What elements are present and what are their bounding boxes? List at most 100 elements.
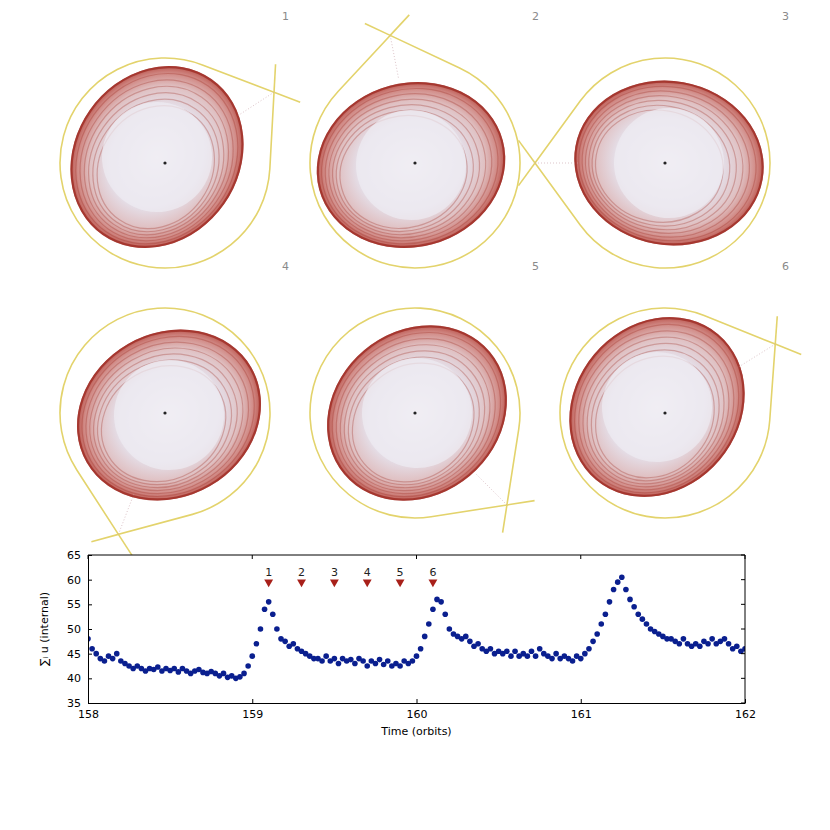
data-point <box>475 641 481 647</box>
data-point <box>607 599 613 605</box>
disk-ring <box>309 75 509 259</box>
data-point <box>635 611 641 617</box>
mass-stream <box>118 492 134 534</box>
y-tick-mark-right <box>741 579 745 580</box>
data-point <box>262 606 268 612</box>
roche-lobe <box>310 308 520 518</box>
snapshot-marker-label: 6 <box>429 566 436 579</box>
mass-stream <box>236 92 274 117</box>
data-point <box>582 651 588 657</box>
y-tick-label: 50 <box>67 623 81 636</box>
snapshot-marker <box>428 580 437 588</box>
primary-star <box>413 161 416 164</box>
y-tick-label: 35 <box>67 697 81 710</box>
snapshot-panel: 3 <box>518 10 789 268</box>
primary-star <box>663 161 666 164</box>
data-point <box>734 643 740 649</box>
data-point <box>611 587 617 593</box>
disk <box>35 32 278 282</box>
disk-ring <box>305 307 527 526</box>
data-point <box>319 658 325 664</box>
data-point <box>282 639 288 645</box>
secondary-lobe <box>518 140 535 163</box>
y-tick-mark <box>88 580 92 581</box>
x-tick: 161 <box>571 699 592 721</box>
data-point <box>332 656 338 662</box>
snapshot-marker-label: 1 <box>265 566 272 579</box>
y-tick-label: 40 <box>67 672 81 685</box>
x-tick-label: 162 <box>735 708 756 721</box>
data-point <box>705 641 711 647</box>
data-point <box>364 663 370 669</box>
y-tick: 65 <box>67 549 92 562</box>
data-point <box>697 643 703 649</box>
data-point <box>410 658 416 664</box>
x-tick-mark-top <box>416 555 417 559</box>
disk-inner <box>344 98 479 233</box>
disk-ring <box>547 299 766 521</box>
disk-body <box>46 296 293 533</box>
y-tick-mark-right <box>741 653 745 654</box>
data-point <box>615 579 621 585</box>
x-tick-mark <box>745 699 746 703</box>
data-point <box>348 657 354 663</box>
roche-lobe <box>310 35 520 268</box>
primary-star <box>163 411 166 414</box>
disk-ring <box>37 34 278 281</box>
snapshot-marker <box>330 580 339 588</box>
x-axis-line <box>89 703 746 704</box>
data-point <box>709 636 715 642</box>
disk-inner <box>80 80 233 233</box>
mass-stream <box>475 473 507 505</box>
data-point <box>619 574 625 580</box>
disk-ring <box>313 82 501 255</box>
data-point <box>508 653 514 659</box>
data-point <box>467 639 473 645</box>
snapshot-panel: 5 <box>292 260 543 537</box>
snapshot-marker <box>396 580 405 588</box>
panel-label: 2 <box>532 10 539 23</box>
disk-ring <box>323 95 487 247</box>
data-point <box>377 657 383 663</box>
snapshot-marker-labels: 123456 <box>265 566 436 579</box>
x-tick-mark-top <box>252 555 253 559</box>
disk-ring <box>565 324 746 507</box>
disk-ring <box>579 89 747 241</box>
x-tick-label: 158 <box>78 708 99 721</box>
disk-body <box>533 282 781 533</box>
data-point <box>438 599 444 605</box>
data-point <box>270 611 276 617</box>
x-tick-label: 159 <box>242 708 263 721</box>
snapshot-panel: 6 <box>533 260 801 532</box>
disk-ring <box>47 298 291 532</box>
disk-ring <box>570 78 761 250</box>
secondary-lobe <box>775 344 801 354</box>
mass-stream <box>737 344 775 368</box>
y-tick: 35 <box>67 697 92 710</box>
data-point <box>249 653 255 659</box>
y-tick-mark <box>88 629 92 630</box>
roche-lobe <box>535 58 770 268</box>
y-tick-mark <box>88 555 92 556</box>
mass-stream <box>535 163 580 164</box>
data-point <box>677 641 683 647</box>
data-point <box>529 648 535 654</box>
data-point <box>488 646 494 652</box>
secondary-lobe <box>507 501 535 505</box>
y-axis-title: ∑ᵢ u (internal) <box>38 592 51 666</box>
data-point <box>623 587 629 593</box>
disk-ring <box>553 308 759 517</box>
data-point <box>352 661 358 667</box>
data-point <box>221 671 227 677</box>
snapshot-marker-label: 2 <box>298 566 305 579</box>
data-point <box>155 664 161 670</box>
data-point <box>373 661 379 667</box>
y-tick-mark-right <box>741 629 745 630</box>
snapshot-marker-label: 5 <box>397 566 404 579</box>
data-point <box>549 656 555 662</box>
data-point <box>570 658 576 664</box>
data-point <box>323 653 329 659</box>
secondary-lobe <box>503 505 507 533</box>
data-point <box>447 626 453 632</box>
snapshot-marker <box>264 580 273 588</box>
